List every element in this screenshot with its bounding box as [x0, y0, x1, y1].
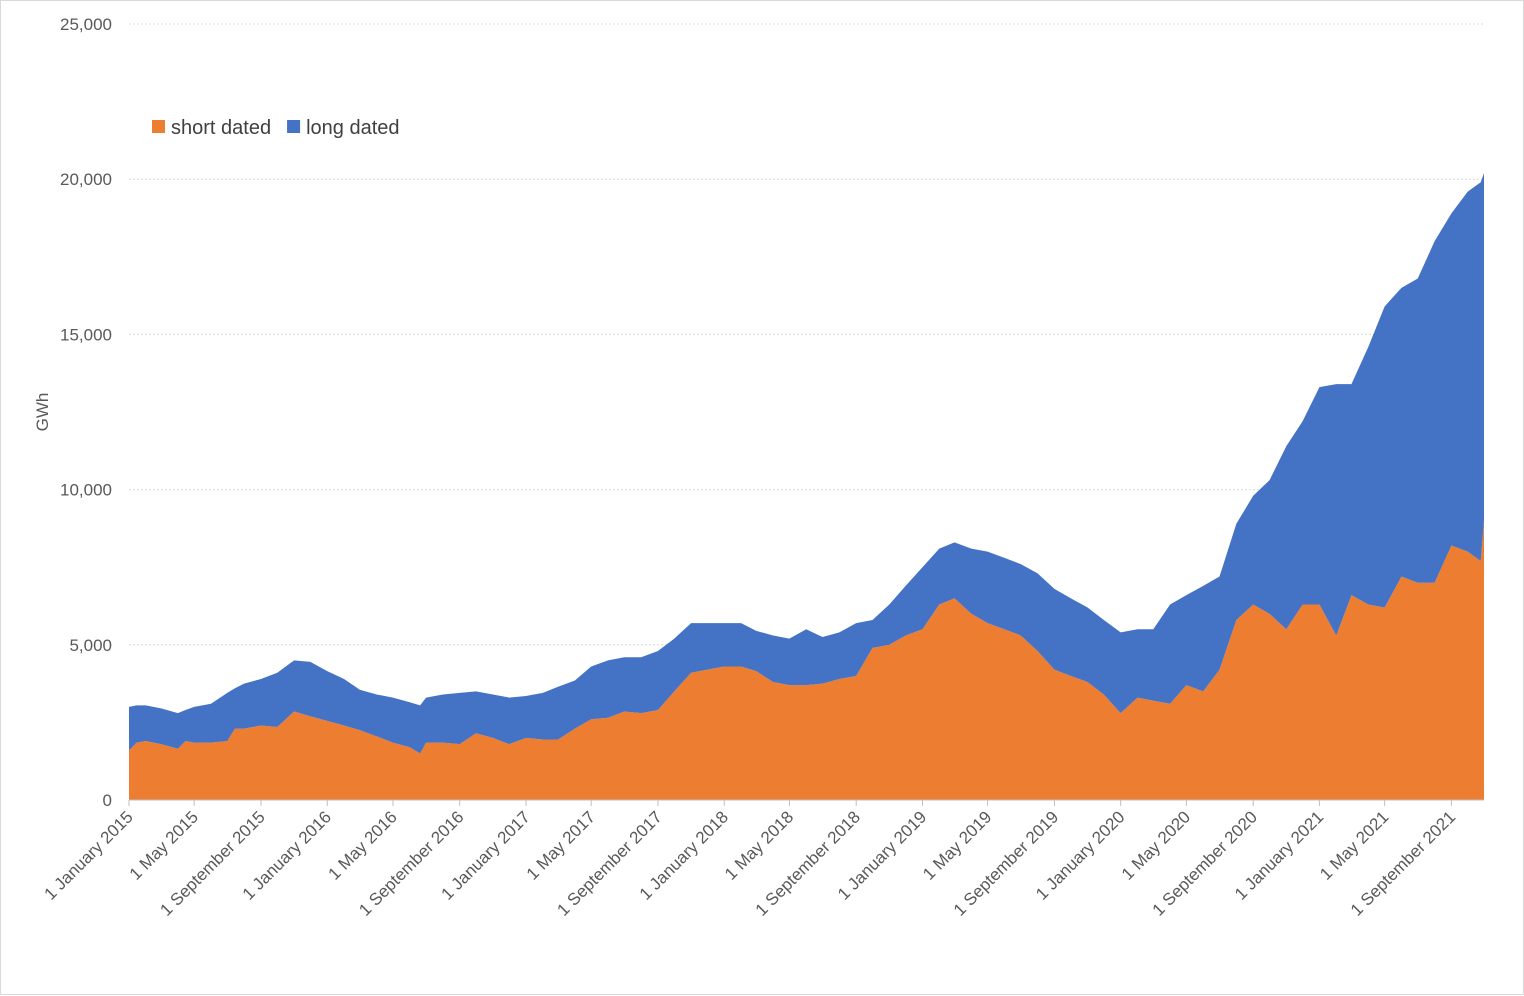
y-tick-label: 0: [103, 791, 112, 810]
y-axis: 0 5,000 10,000 15,000 20,000 25,000: [60, 15, 112, 810]
plot-area: [129, 172, 1484, 800]
legend-swatch: [152, 120, 165, 133]
y-tick-label: 10,000: [60, 481, 112, 500]
legend: short dated long dated: [152, 117, 400, 139]
x-tick-label: 1 January 2015: [41, 807, 137, 903]
y-tick-label: 5,000: [69, 636, 112, 655]
legend-label: short dated: [171, 117, 271, 139]
series-area-long-dated: [129, 172, 1484, 754]
y-tick-label: 20,000: [60, 170, 112, 189]
series-area-short-dated: [129, 520, 1484, 800]
legend-swatch: [287, 120, 301, 133]
y-axis-title: GWh: [33, 393, 52, 432]
legend-label: long dated: [306, 117, 399, 139]
y-tick-label: 15,000: [60, 325, 112, 344]
y-tick-label: 25,000: [60, 15, 112, 34]
